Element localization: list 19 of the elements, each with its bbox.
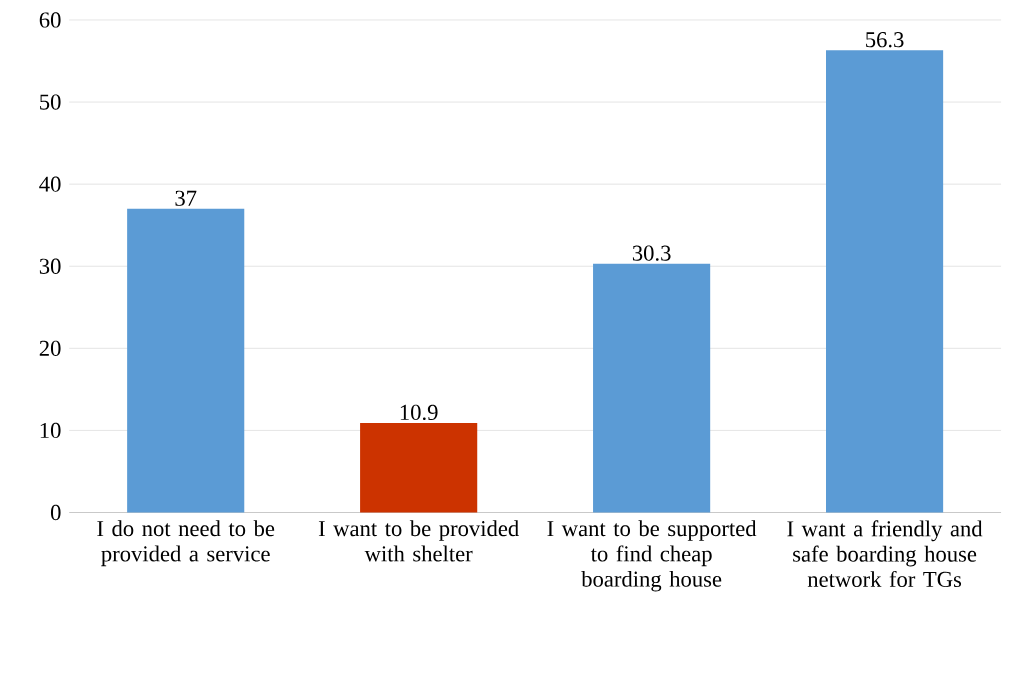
y-tick-label: 50 [40,94,61,110]
data-label: 56.3 [866,32,904,48]
bar [593,263,711,513]
data-label: 30.3 [632,245,671,261]
y-tick-label: 60 [39,12,61,28]
y-tick-label: 30 [39,258,61,274]
x-tick-label: I want to be provided with shelter [318,520,519,562]
bar [360,422,478,513]
bar [127,208,245,513]
y-tick-label: 0 [50,504,61,521]
bar [826,50,944,513]
y-tick-label: 20 [39,340,61,356]
x-tick-label: I want to be supported to find cheap boarding house [547,520,757,592]
x-tick-label: I do not need to be provided a service [97,520,275,567]
x-tick-label: I want a friendly and safe boarding house network for TGs [787,520,983,587]
y-tick-label: 10 [40,422,61,438]
data-label: 37 [175,190,197,206]
y-tick-label: 40 [39,176,61,192]
data-label: 10.9 [400,404,438,420]
